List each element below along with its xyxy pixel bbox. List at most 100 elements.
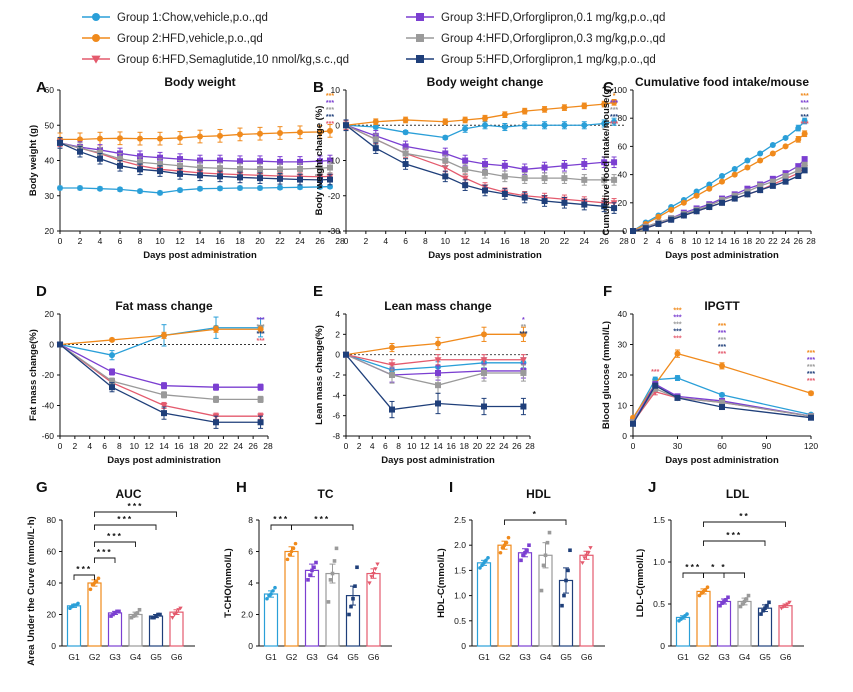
- bracket-label: ***: [107, 531, 123, 541]
- significance-mark: *: [522, 317, 525, 324]
- individual-point: [543, 553, 548, 558]
- data-point: [137, 166, 143, 173]
- individual-point: [135, 611, 140, 615]
- data-point: [441, 165, 449, 171]
- individual-point: [312, 565, 316, 570]
- legend-marker: [416, 13, 424, 21]
- significance-mark: ***: [610, 107, 618, 114]
- data-point: [744, 191, 751, 198]
- panel-letter: H: [236, 479, 247, 496]
- x-tick-label: 18: [520, 236, 530, 246]
- significance-mark: ***: [673, 336, 681, 343]
- bar-group-G2: [497, 535, 512, 647]
- x-tick-label: 16: [174, 441, 184, 451]
- data-point: [402, 161, 409, 168]
- x-tick-label: 2: [78, 236, 83, 246]
- y-axis-label: Body weight change (%): [314, 106, 325, 216]
- series-group-4: [343, 351, 527, 394]
- individual-point: [111, 612, 115, 617]
- bracket-label: ***: [685, 562, 701, 572]
- individual-point: [740, 602, 745, 606]
- y-tick-label: 100: [613, 85, 627, 95]
- x-tick-label: 8: [423, 236, 428, 246]
- series-line-group-3: [345, 354, 524, 376]
- bar-group-G5: [558, 548, 574, 647]
- bar-group-G3: [304, 560, 320, 647]
- individual-point: [373, 567, 378, 572]
- individual-point: [746, 593, 751, 598]
- x-tick-label: 10: [441, 236, 451, 246]
- data-point: [501, 111, 508, 118]
- data-point: [177, 162, 183, 169]
- data-point: [520, 331, 527, 338]
- data-point: [257, 396, 264, 403]
- data-point: [257, 419, 264, 426]
- x-tick-label: 90: [762, 441, 772, 451]
- data-point: [372, 118, 379, 125]
- data-point: [257, 175, 263, 182]
- x-tick-label: 8: [117, 441, 122, 451]
- y-tick-label: 60: [618, 141, 628, 151]
- y-tick-label: 4: [248, 578, 253, 588]
- individual-point: [697, 593, 702, 598]
- bar-group-G5: [345, 565, 361, 647]
- x-tick-label: 30: [673, 441, 683, 451]
- significance-bracket: **: [703, 511, 786, 527]
- data-point: [462, 182, 469, 189]
- data-point: [782, 173, 789, 180]
- data-point: [177, 156, 183, 163]
- bar: [716, 600, 732, 647]
- x-tick-label: 22: [768, 236, 778, 246]
- data-point: [795, 167, 802, 174]
- data-point: [706, 185, 713, 192]
- individual-point: [580, 561, 585, 566]
- series-line-group-4: [59, 343, 261, 401]
- series-line-group-4: [345, 124, 615, 181]
- individual-point: [353, 584, 357, 588]
- bar: [107, 612, 123, 647]
- individual-point: [289, 549, 294, 554]
- data-point: [520, 369, 527, 376]
- x-tick-label: G6: [368, 652, 380, 662]
- individual-point: [761, 608, 765, 613]
- x-tick-label: 20: [255, 236, 265, 246]
- individual-point: [478, 566, 482, 570]
- bar-group-G2: [87, 576, 102, 647]
- individual-point: [504, 540, 509, 545]
- data-point: [482, 115, 488, 122]
- y-axis-label: Fat mass change(%): [28, 329, 39, 421]
- data-point: [213, 396, 219, 403]
- x-tick-label: 4: [656, 236, 661, 246]
- x-tick-label: 10: [692, 236, 702, 246]
- data-point: [197, 157, 203, 164]
- data-point: [442, 150, 449, 157]
- bar-group-G2: [696, 585, 711, 647]
- data-point: [317, 165, 323, 172]
- x-tick-label: 26: [248, 441, 258, 451]
- individual-point: [269, 592, 273, 596]
- data-point: [461, 175, 469, 182]
- significance-bracket: ***: [73, 564, 95, 580]
- x-tick-label: G5: [560, 652, 572, 662]
- x-tick-label: G2: [698, 652, 710, 662]
- y-tick-label: 0: [248, 641, 253, 651]
- individual-point: [759, 612, 763, 616]
- data-point: [581, 122, 588, 129]
- panel-letter: F: [603, 283, 612, 300]
- data-point: [782, 134, 789, 141]
- individual-point: [564, 578, 568, 583]
- x-tick-label: 24: [499, 441, 509, 451]
- data-point: [706, 204, 713, 211]
- significance-mark: ***: [326, 100, 334, 107]
- x-tick-label: 16: [215, 236, 225, 246]
- significance-mark: ***: [801, 114, 809, 121]
- data-point: [601, 159, 608, 166]
- y-axis-label: Cumulative food intake/mouse(g): [601, 86, 612, 236]
- legend: Group 1:Chow,vehicle,p.o.,qd Group 2:HFD,…: [82, 12, 665, 66]
- legend-label: Group 1:Chow,vehicle,p.o.,qd: [117, 12, 268, 24]
- data-point: [297, 176, 303, 183]
- x-tick-label: 2: [643, 236, 648, 246]
- x-tick-label: 22: [560, 236, 570, 246]
- x-tick-label: G3: [109, 652, 121, 662]
